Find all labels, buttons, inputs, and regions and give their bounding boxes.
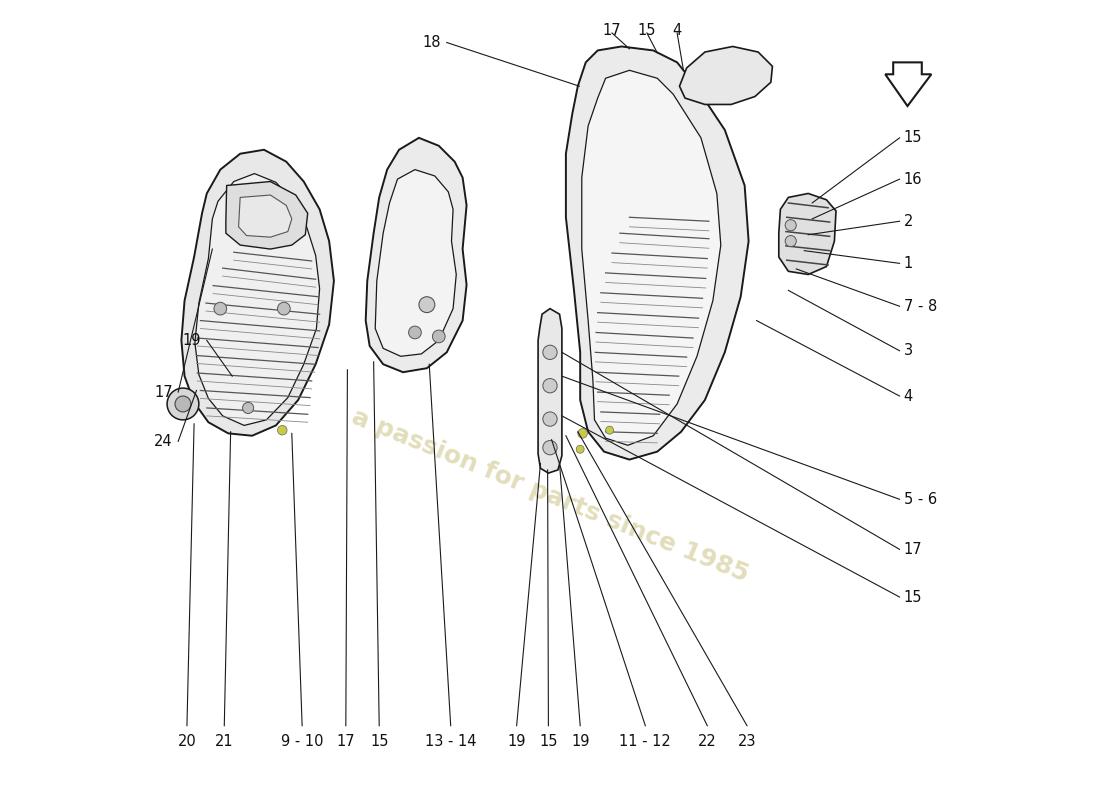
Text: 15: 15 — [903, 590, 922, 605]
Circle shape — [542, 441, 557, 455]
Circle shape — [408, 326, 421, 339]
Circle shape — [167, 388, 199, 420]
Circle shape — [243, 402, 254, 414]
Text: 19: 19 — [507, 734, 526, 749]
Text: 22: 22 — [697, 734, 717, 749]
Text: 23: 23 — [738, 734, 757, 749]
Text: 7 - 8: 7 - 8 — [903, 298, 937, 314]
Text: 15: 15 — [539, 734, 558, 749]
Text: 19: 19 — [571, 734, 590, 749]
Text: 2: 2 — [903, 214, 913, 229]
Text: 9 - 10: 9 - 10 — [280, 734, 323, 749]
Text: 21: 21 — [214, 734, 233, 749]
Text: 16: 16 — [903, 172, 922, 186]
Text: 17: 17 — [603, 23, 622, 38]
Text: 11 - 12: 11 - 12 — [619, 734, 671, 749]
Text: 3: 3 — [903, 343, 913, 358]
Text: 17: 17 — [154, 385, 173, 399]
Circle shape — [606, 426, 614, 434]
Text: 17: 17 — [337, 734, 355, 749]
Text: 4: 4 — [672, 23, 682, 38]
Text: 4: 4 — [903, 389, 913, 403]
Circle shape — [175, 396, 191, 412]
Text: a passion for parts since 1985: a passion for parts since 1985 — [348, 404, 752, 586]
Text: 24: 24 — [154, 434, 173, 449]
Polygon shape — [538, 309, 562, 473]
Circle shape — [578, 429, 587, 438]
Polygon shape — [680, 46, 772, 105]
Polygon shape — [375, 170, 456, 356]
Text: 15: 15 — [638, 23, 657, 38]
Text: 20: 20 — [177, 734, 196, 749]
Polygon shape — [886, 62, 932, 106]
Polygon shape — [779, 194, 836, 274]
Text: 13 - 14: 13 - 14 — [425, 734, 476, 749]
Text: 1: 1 — [903, 256, 913, 271]
Circle shape — [214, 302, 227, 315]
Circle shape — [785, 235, 796, 246]
Text: 19: 19 — [182, 333, 200, 348]
Circle shape — [576, 446, 584, 454]
Circle shape — [419, 297, 435, 313]
Text: 15: 15 — [370, 734, 388, 749]
Circle shape — [542, 412, 557, 426]
Circle shape — [432, 330, 446, 342]
Polygon shape — [182, 150, 334, 436]
Polygon shape — [195, 174, 320, 426]
Text: 18: 18 — [422, 35, 441, 50]
Text: 5 - 6: 5 - 6 — [903, 492, 937, 507]
Polygon shape — [565, 46, 749, 459]
Circle shape — [542, 378, 557, 393]
Polygon shape — [226, 182, 308, 249]
Text: 17: 17 — [903, 542, 922, 557]
Polygon shape — [239, 195, 292, 237]
Circle shape — [277, 302, 290, 315]
Circle shape — [542, 345, 557, 359]
Polygon shape — [582, 70, 720, 446]
Circle shape — [785, 220, 796, 230]
Text: 15: 15 — [903, 130, 922, 146]
Circle shape — [277, 426, 287, 435]
Polygon shape — [365, 138, 466, 372]
